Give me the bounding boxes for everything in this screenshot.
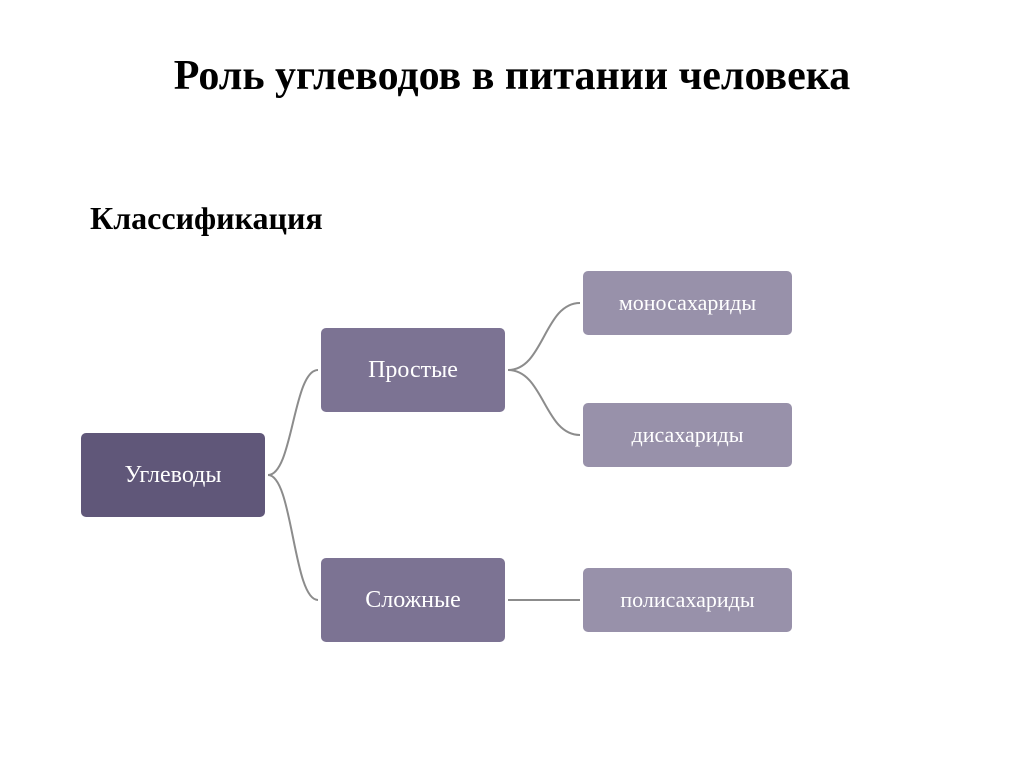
node-mono: моносахариды [580,268,795,338]
node-complex: Сложные [318,555,508,645]
node-root: Углеводы [78,430,268,520]
diagram-connectors [0,0,1024,767]
subtitle: Классификация [90,200,323,237]
node-simple: Простые [318,325,508,415]
node-poly: полисахариды [580,565,795,635]
page-title: Роль углеводов в питании человека [0,52,1024,100]
node-di: дисахариды [580,400,795,470]
